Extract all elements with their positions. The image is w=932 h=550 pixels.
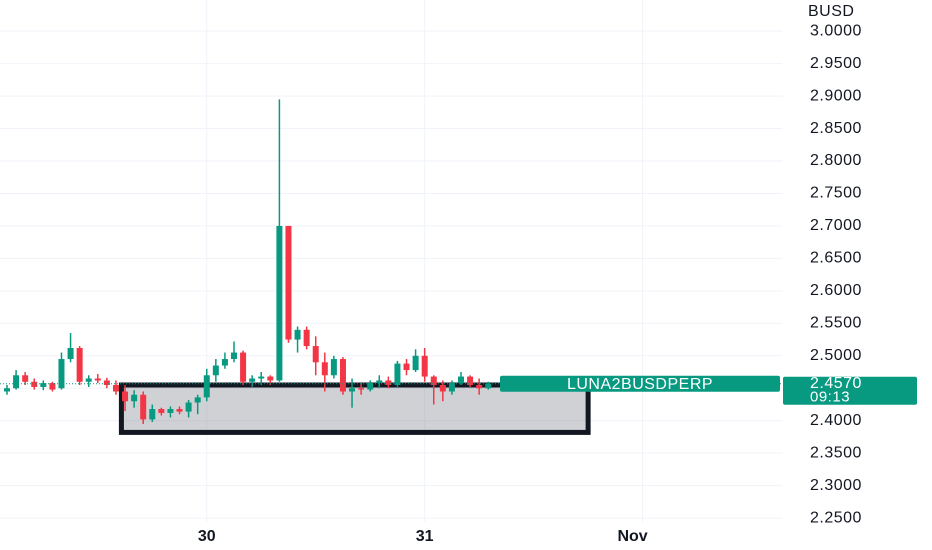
y-tick-label: 3.0000 xyxy=(810,22,862,39)
y-tick-label: 2.7000 xyxy=(810,217,862,234)
candle-body xyxy=(330,359,337,376)
y-tick-label: 2.4000 xyxy=(810,412,862,429)
candle-body xyxy=(194,397,201,403)
candle-body xyxy=(103,380,110,386)
candle-body xyxy=(140,394,147,420)
candle-body xyxy=(13,375,20,389)
candle-body xyxy=(4,388,10,392)
candle-body xyxy=(203,375,210,398)
candle-body xyxy=(40,383,47,387)
candle-body xyxy=(349,388,356,392)
candle-body xyxy=(149,409,156,420)
candle-body xyxy=(85,378,92,382)
price-badge xyxy=(783,376,917,405)
x-tick-label: 31 xyxy=(416,528,434,545)
candle-body xyxy=(376,380,383,384)
candle-body xyxy=(67,348,74,360)
candle-body xyxy=(358,388,365,390)
symbol-label: LUNA2BUSDPERP xyxy=(567,376,713,393)
candle-body xyxy=(439,385,446,392)
candle-body xyxy=(167,409,174,413)
candle-body xyxy=(430,376,437,386)
candle-body xyxy=(231,352,237,360)
y-tick-label: 2.6000 xyxy=(810,282,862,299)
candle-body xyxy=(185,402,192,412)
y-tick-label: 2.9500 xyxy=(810,55,862,72)
y-tick-label: 2.5500 xyxy=(810,315,862,332)
y-tick-label: 2.5000 xyxy=(810,347,862,364)
candle-body xyxy=(412,355,419,371)
candle-body xyxy=(176,409,183,412)
candle-body xyxy=(131,394,138,402)
candle-body xyxy=(421,355,428,377)
candle-body xyxy=(158,409,165,413)
candle-body xyxy=(249,378,256,382)
candle-body xyxy=(312,346,319,363)
candle-body xyxy=(448,383,455,392)
candle-body xyxy=(476,385,483,389)
symbol-badge xyxy=(500,375,780,392)
candle-body xyxy=(385,380,392,386)
y-tick-label: 2.3500 xyxy=(810,444,862,461)
currency-label: BUSD xyxy=(808,3,854,20)
candle-body xyxy=(58,359,65,389)
candle-body xyxy=(339,359,346,392)
candle-body xyxy=(294,329,301,340)
x-tick-label: Nov xyxy=(617,528,647,545)
y-tick-label: 2.2500 xyxy=(810,509,862,526)
candle-body xyxy=(31,381,38,387)
price-label: 2.4570 xyxy=(810,375,862,392)
candle-body xyxy=(221,359,228,366)
y-tick-label: 2.3000 xyxy=(810,477,862,494)
y-tick-label: 2.6500 xyxy=(810,250,862,267)
candle-body xyxy=(321,362,328,376)
candle-body xyxy=(49,383,56,390)
candle-body xyxy=(394,363,401,386)
candle-body xyxy=(285,225,292,340)
candle-body xyxy=(212,365,219,376)
x-tick-label: 30 xyxy=(198,528,216,545)
countdown-label: 09:13 xyxy=(810,389,850,406)
y-tick-label: 2.8000 xyxy=(810,152,862,169)
grid xyxy=(0,0,783,522)
highlight-box xyxy=(118,382,591,435)
y-tick-label: 2.8500 xyxy=(810,120,862,137)
candle-body xyxy=(467,376,474,386)
plot xyxy=(4,99,591,435)
candle-body xyxy=(258,376,265,379)
candle-body xyxy=(94,378,101,381)
candle-body xyxy=(122,391,129,402)
candle-body xyxy=(240,352,247,382)
candle-body xyxy=(303,329,310,347)
candle-body xyxy=(403,363,410,371)
y-tick-label: 2.7500 xyxy=(810,185,862,202)
y-tick-label: 2.9000 xyxy=(810,87,862,104)
candle-body xyxy=(485,383,492,389)
candle-body xyxy=(76,348,83,382)
candle-body xyxy=(367,383,374,390)
candle-body xyxy=(112,385,119,392)
candle-body xyxy=(458,376,464,384)
candle-body xyxy=(267,376,274,381)
candle-body xyxy=(276,225,283,381)
candle-body xyxy=(22,375,29,382)
